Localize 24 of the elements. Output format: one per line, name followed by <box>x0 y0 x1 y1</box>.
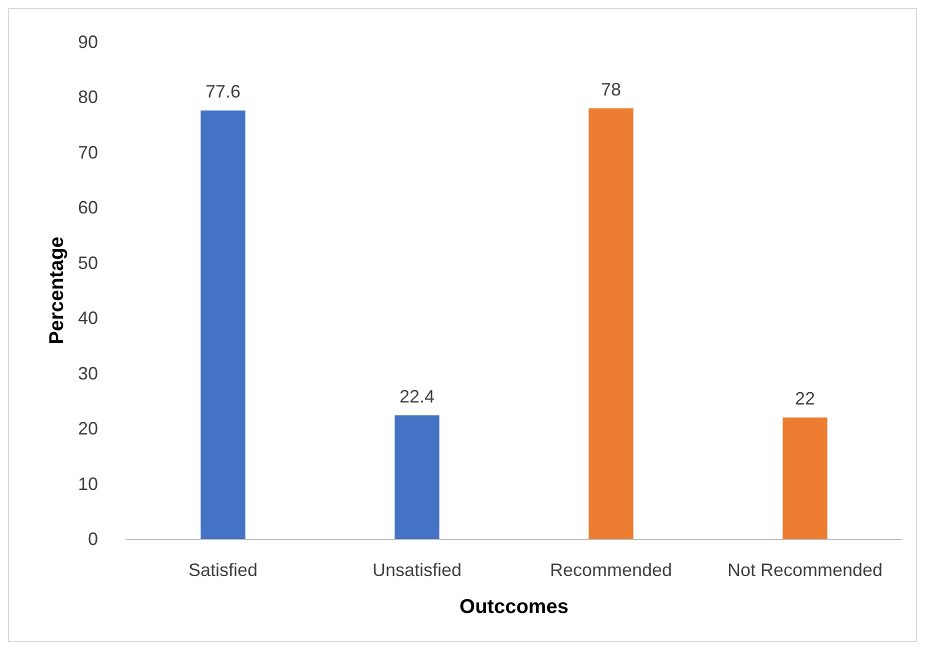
y-tick-label: 60 <box>78 198 98 218</box>
data-label: 78 <box>600 79 622 100</box>
y-tick-label: 10 <box>78 474 98 494</box>
bar <box>588 108 634 539</box>
y-tick-label: 90 <box>78 32 98 52</box>
x-tick-label: Unsatisfied <box>372 560 462 580</box>
y-tick-label: 0 <box>88 529 98 549</box>
x-tick-label: Not Recommended <box>727 560 883 580</box>
y-tick-label: 50 <box>78 252 98 273</box>
y-tick-label: 30 <box>78 363 98 384</box>
y-tick-label: 80 <box>78 87 98 108</box>
y-tick-label: 20 <box>78 418 98 439</box>
bar <box>200 110 246 539</box>
bar <box>394 415 440 539</box>
data-label: 77.6 <box>205 81 241 102</box>
x-axis-title: Outccomes <box>460 596 568 618</box>
bar <box>782 418 828 539</box>
data-label: 22.4 <box>399 386 435 406</box>
x-tick-label: Recommended <box>550 560 672 580</box>
y-tick-label: 70 <box>78 142 98 162</box>
y-tick-label: 40 <box>78 308 98 328</box>
data-label: 22 <box>794 388 816 409</box>
y-axis-title: Percentage <box>46 236 68 344</box>
x-tick-label: Satisfied <box>188 560 258 580</box>
